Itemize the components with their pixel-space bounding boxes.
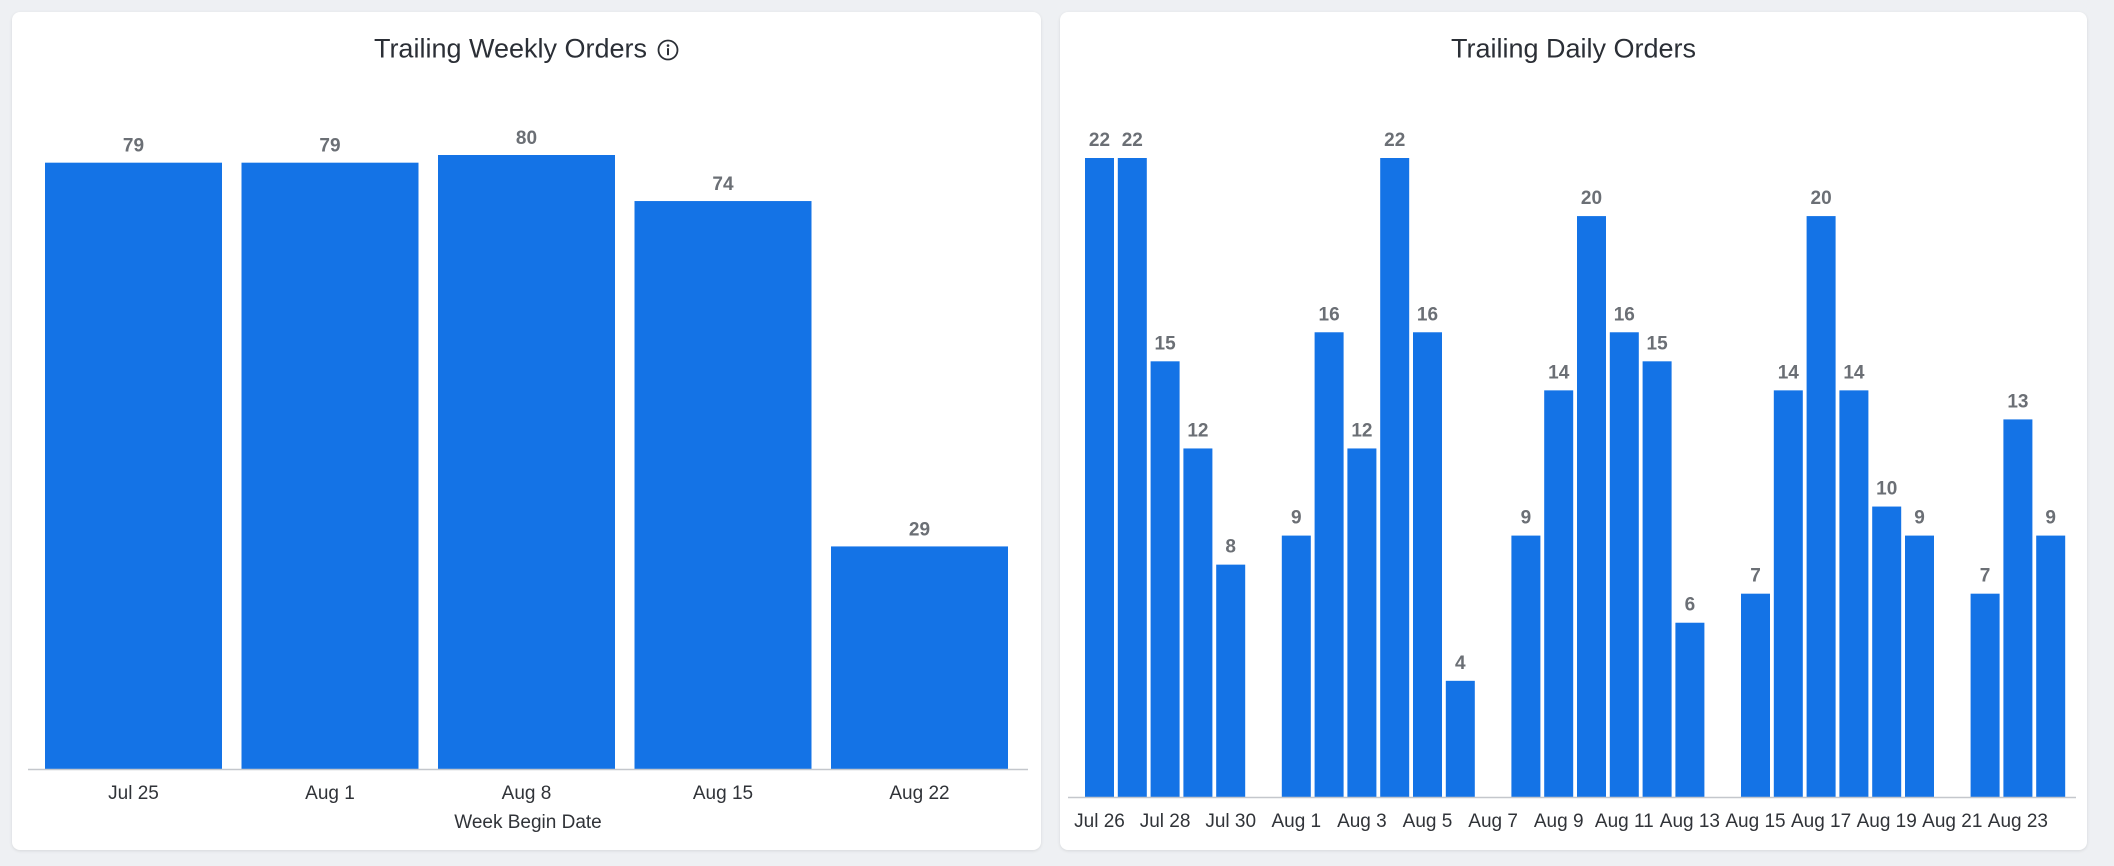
daily-bar-value-label: 12 — [1187, 420, 1208, 441]
weekly-orders-card: Trailing Weekly Orders 79 Jul 25 79 Aug 1 80… — [12, 12, 1041, 850]
daily-x-tick-label: Aug 15 — [1725, 811, 1785, 832]
weekly-orders-chart: 79 Jul 25 79 Aug 1 80 Aug 8 74 Aug 15 29 Aug 22 We… — [28, 128, 1028, 833]
info-icon[interactable] — [657, 37, 679, 61]
daily-bar-value-label: 20 — [1581, 188, 1602, 209]
daily-bar-value-label: 7 — [1750, 566, 1761, 587]
daily-bar — [1905, 535, 1934, 797]
daily-x-tick-label: Jul 28 — [1140, 811, 1191, 832]
weekly-bar-value-label: 74 — [712, 174, 734, 195]
weekly-bar-value-label: 79 — [123, 136, 144, 157]
daily-bar-value-label: 16 — [1417, 304, 1438, 325]
daily-bar — [1413, 332, 1442, 797]
daily-bar — [1445, 680, 1475, 797]
daily-bar-value-label: 10 — [1876, 479, 1897, 500]
daily-bar — [1085, 158, 1114, 797]
daily-bar — [1839, 390, 1869, 797]
weekly-x-tick-label: Aug 22 — [889, 783, 949, 804]
daily-bar — [1314, 332, 1344, 797]
weekly-bar — [634, 201, 812, 770]
daily-bar — [1380, 158, 1410, 797]
daily-bar-value-label: 14 — [1843, 362, 1865, 383]
daily-bar — [1773, 390, 1803, 797]
weekly-chart-title: Trailing Weekly Orders — [373, 33, 648, 64]
weekly-bar-value-label: 80 — [516, 128, 537, 149]
weekly-bar-value-label: 79 — [319, 136, 340, 157]
daily-bar-value-label: 7 — [1980, 566, 1991, 587]
daily-x-tick-label: Aug 11 — [1595, 811, 1654, 832]
daily-bar — [1577, 216, 1606, 797]
weekly-chart-title-row: Trailing Weekly Orders — [12, 32, 1041, 64]
daily-bar — [1511, 535, 1541, 797]
daily-bar-value-label: 22 — [1089, 130, 1110, 151]
daily-bar-value-label: 9 — [1521, 508, 1532, 529]
daily-x-tick-label: Aug 19 — [1857, 811, 1917, 832]
daily-orders-card: Trailing Daily Orders 22 22 15 12 8 9 16 12 22 16… — [1060, 12, 2087, 850]
daily-x-tick-label: Aug 7 — [1468, 811, 1518, 832]
weekly-bar — [241, 162, 419, 770]
weekly-x-tick-label: Aug 1 — [305, 783, 355, 804]
daily-bar — [1609, 332, 1639, 797]
weekly-bar — [831, 546, 1008, 769]
daily-bar-value-label: 9 — [2045, 508, 2056, 529]
daily-bar — [1117, 158, 1147, 797]
daily-bar-value-label: 4 — [1455, 653, 1466, 674]
daily-bar-value-label: 6 — [1685, 595, 1696, 616]
daily-bar-value-label: 8 — [1225, 537, 1236, 558]
daily-bar-value-label: 15 — [1155, 333, 1177, 354]
daily-bar-value-label: 9 — [1914, 508, 1925, 529]
weekly-bar — [45, 162, 222, 770]
daily-bar-value-label: 22 — [1122, 130, 1143, 151]
daily-x-tick-label: Aug 17 — [1791, 811, 1851, 832]
daily-bar — [1347, 448, 1377, 797]
daily-orders-chart: 22 22 15 12 8 9 16 12 22 16 4 9 14 20 16 15 6 7 14 20 14 10 9 7… — [1068, 130, 2076, 832]
daily-bar — [2003, 419, 2033, 797]
daily-chart-title-row: Trailing Daily Orders — [1060, 32, 2087, 64]
daily-bar-value-label: 16 — [1614, 304, 1635, 325]
daily-x-tick-label: Jul 30 — [1205, 811, 1256, 832]
weekly-x-tick-label: Aug 8 — [502, 783, 552, 804]
daily-bar — [1675, 622, 1705, 797]
weekly-bar — [438, 155, 615, 769]
daily-x-tick-label: Aug 3 — [1337, 811, 1387, 832]
daily-bar — [1806, 216, 1836, 797]
daily-bar — [2036, 535, 2066, 797]
daily-bar-value-label: 16 — [1319, 304, 1340, 325]
daily-bar — [1741, 593, 1770, 797]
daily-bar — [1970, 593, 2000, 797]
daily-bar-value-label: 12 — [1351, 420, 1372, 441]
daily-x-tick-label: Aug 9 — [1534, 811, 1584, 832]
daily-chart-title: Trailing Daily Orders — [1450, 33, 1697, 64]
daily-x-tick-label: Aug 21 — [1922, 811, 1982, 832]
weekly-x-axis-title: Week Begin Date — [454, 812, 602, 833]
weekly-x-tick-label: Aug 15 — [693, 783, 753, 804]
daily-x-tick-label: Aug 1 — [1271, 811, 1321, 832]
daily-bar — [1642, 361, 1672, 797]
daily-bar-value-label: 13 — [2007, 391, 2028, 412]
daily-bar-value-label: 9 — [1291, 508, 1302, 529]
daily-bar-value-label: 20 — [1811, 188, 1832, 209]
daily-bar-value-label: 14 — [1548, 362, 1570, 383]
daily-bar — [1281, 535, 1311, 797]
daily-bar — [1150, 361, 1180, 797]
daily-bar-value-label: 15 — [1647, 333, 1669, 354]
daily-x-tick-label: Jul 26 — [1074, 811, 1125, 832]
weekly-x-tick-label: Jul 25 — [108, 783, 159, 804]
daily-bar — [1872, 506, 1902, 797]
daily-bar — [1216, 564, 1246, 797]
daily-bar — [1183, 448, 1213, 797]
weekly-bar-value-label: 29 — [909, 519, 930, 540]
daily-bar-value-label: 22 — [1384, 130, 1405, 151]
daily-bar — [1544, 390, 1574, 797]
daily-x-tick-label: Aug 13 — [1660, 811, 1720, 832]
daily-x-tick-label: Aug 23 — [1988, 811, 2048, 832]
daily-x-tick-label: Aug 5 — [1403, 811, 1453, 832]
daily-bar-value-label: 14 — [1778, 362, 1800, 383]
